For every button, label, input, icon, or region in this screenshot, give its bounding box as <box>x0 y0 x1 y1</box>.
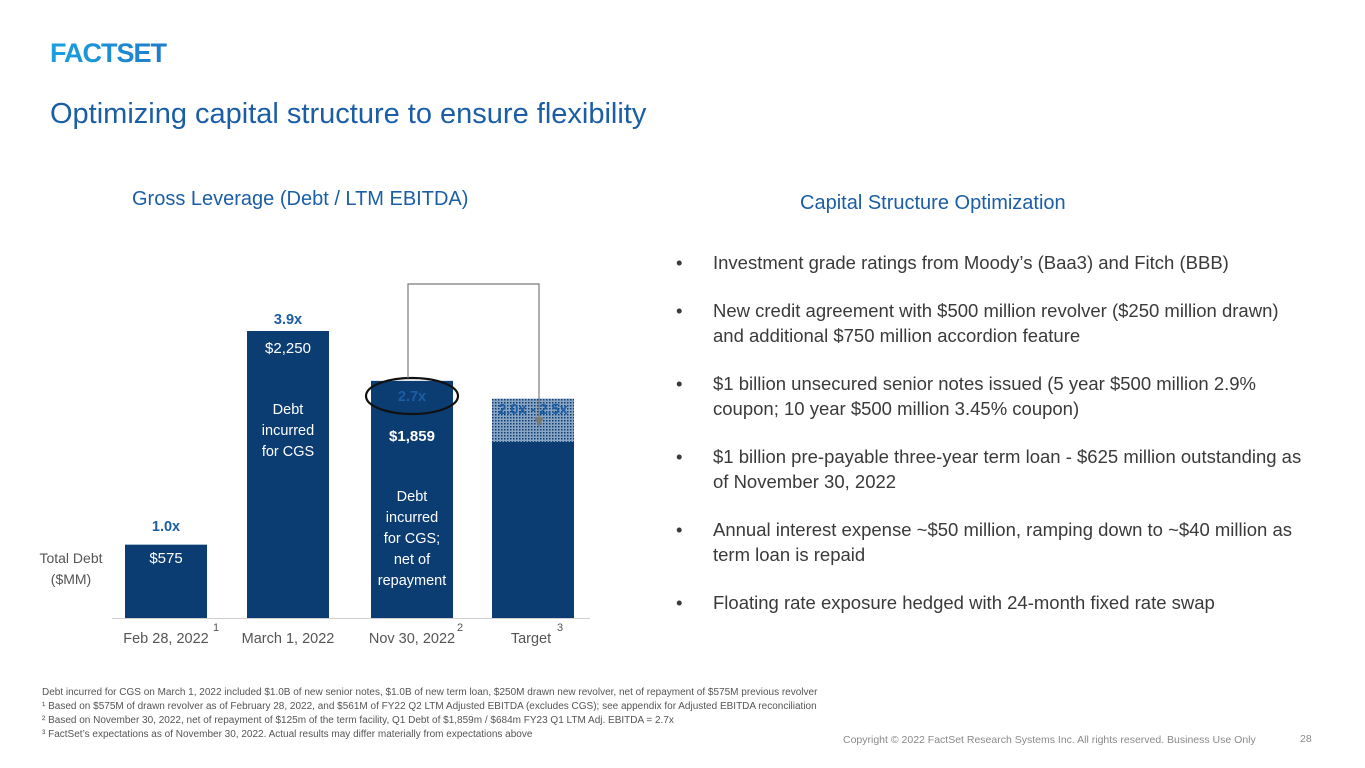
leverage-label: 2.0x - 2.5x <box>498 402 567 418</box>
category-footnote: 3 <box>557 622 563 634</box>
bar-value-label: $1,859 <box>389 428 435 445</box>
bullet-item: Annual interest expense ~$50 million, ra… <box>676 517 1306 567</box>
copyright-text: Copyright © 2022 FactSet Research System… <box>843 734 1256 746</box>
bar-value-label: $575 <box>149 550 182 567</box>
category-footnote: 1 <box>213 622 219 634</box>
footnote: ¹ Based on $575M of drawn revolver as of… <box>42 701 817 712</box>
category-label: Nov 30, 2022 <box>369 631 455 647</box>
y-axis-label: Total Debt <box>39 550 102 566</box>
footnote: Debt incurred for CGS on March 1, 2022 i… <box>42 687 818 698</box>
bar-inner-label: incurred <box>262 423 314 439</box>
bar-inner-label: for CGS; <box>384 531 440 547</box>
page-number: 28 <box>1300 733 1312 745</box>
bullet-item: $1 billion unsecured senior notes issued… <box>676 371 1306 421</box>
chart-title: Gross Leverage (Debt / LTM EBITDA) <box>132 188 469 210</box>
leverage-label: 1.0x <box>152 519 180 535</box>
bar-inner-label: repayment <box>378 573 447 589</box>
highlight-ellipse <box>364 376 460 416</box>
bullet-item: $1 billion pre-payable three-year term l… <box>676 444 1306 494</box>
slide-title: Optimizing capital structure to ensure f… <box>50 98 647 130</box>
leverage-label: 2.7x <box>398 389 426 405</box>
category-label: Target <box>511 631 551 647</box>
footnote: ³ FactSet’s expectations as of November … <box>42 729 533 740</box>
footnote: ² Based on November 30, 2022, net of rep… <box>42 715 674 726</box>
bar-inner-label: incurred <box>386 510 438 526</box>
bar-value-label: $2,250 <box>265 340 311 357</box>
bullet-list: Investment grade ratings from Moody’s (B… <box>676 250 1306 638</box>
bullet-item: Floating rate exposure hedged with 24-mo… <box>676 590 1306 615</box>
chart-bar-target-range <box>492 398 574 442</box>
bullet-item: Investment grade ratings from Moody’s (B… <box>676 250 1306 275</box>
category-footnote: 2 <box>457 622 463 634</box>
logo-text: FACTSET <box>50 38 168 68</box>
category-label: March 1, 2022 <box>242 631 335 647</box>
bar-inner-label: for CGS <box>262 444 314 460</box>
bullet-item: New credit agreement with $500 million r… <box>676 298 1306 348</box>
bar-inner-label: Debt <box>397 489 428 505</box>
chart-bar <box>247 331 329 618</box>
y-axis-label: ($MM) <box>51 571 91 587</box>
bar-inner-label: Debt <box>273 402 304 418</box>
arrow-head <box>534 417 544 427</box>
leverage-label: 3.9x <box>274 312 302 328</box>
category-label: Feb 28, 2022 <box>123 631 208 647</box>
footnotes: Debt incurred for CGS on March 1, 2022 i… <box>42 686 942 742</box>
chart-bar-target <box>492 441 574 618</box>
chart-bar <box>125 544 207 618</box>
factset-logo: FACTSET <box>50 38 169 68</box>
bracket-arrow <box>407 283 540 418</box>
leverage-chart: 1.0x 3.9x 2.7x 2.0x - 2.5x $575 $2,250 $1,859 D… <box>39 283 590 647</box>
bar-inner-label: net of <box>394 552 431 568</box>
chart-bar <box>371 380 453 618</box>
capital-structure-title: Capital Structure Optimization <box>800 192 1066 214</box>
